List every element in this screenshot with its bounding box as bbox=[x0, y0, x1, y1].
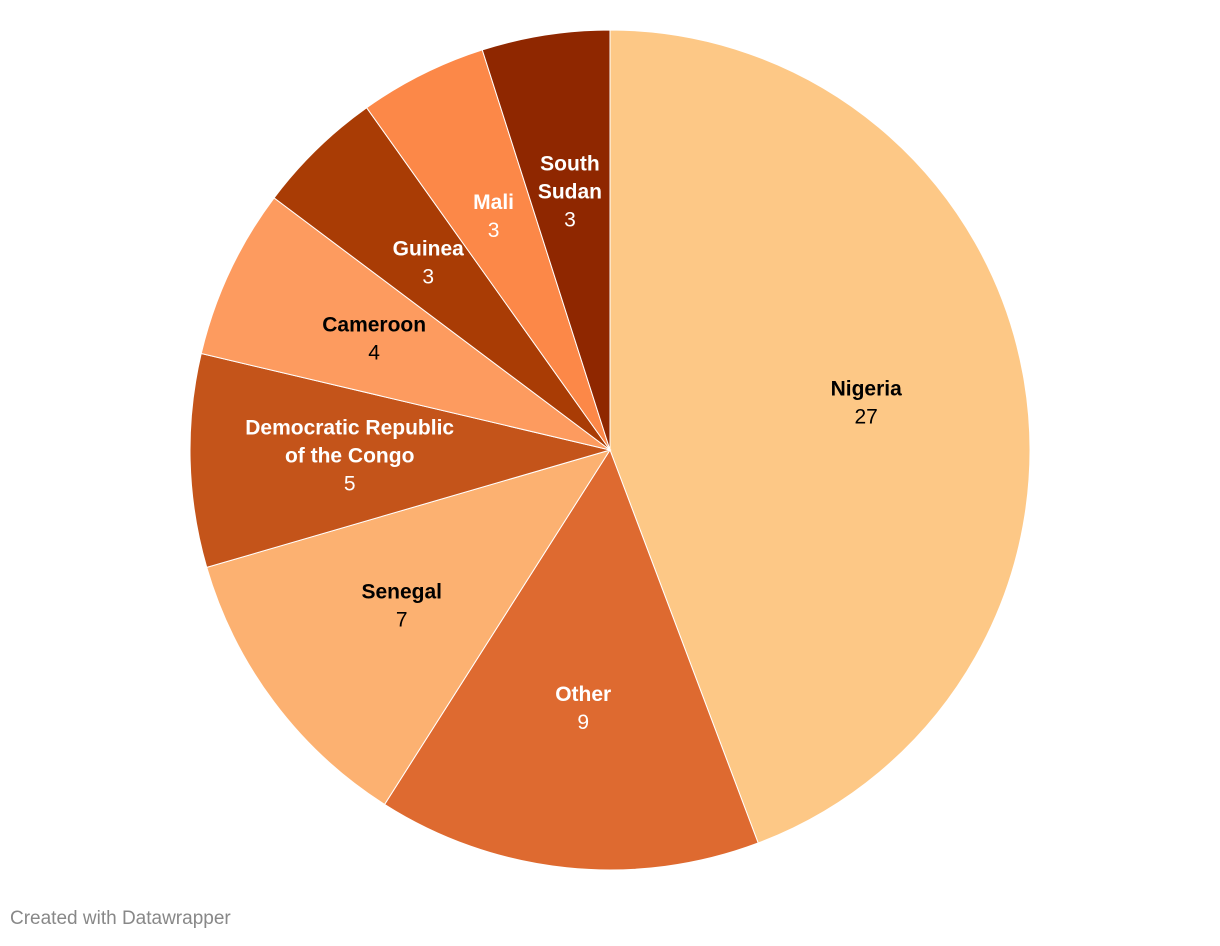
slice-value: 5 bbox=[344, 472, 356, 495]
slice-label-democratic-republic-of-the-congo: Democratic Republic of the Congo 5 bbox=[245, 416, 454, 495]
slice-nigeria bbox=[609, 29, 1031, 844]
slice-cameroon bbox=[200, 197, 611, 451]
slice-value: 3 bbox=[422, 265, 434, 288]
slice-label-guinea: Guinea 3 bbox=[393, 237, 465, 288]
slice-name: Democratic Republic bbox=[245, 416, 454, 439]
slice-label-senegal: Senegal 7 bbox=[361, 580, 442, 631]
slice-name: Guinea bbox=[393, 237, 465, 260]
pie-labels: Nigeria 27 Other 9 Senegal 7 Democratic Republ… bbox=[245, 152, 902, 733]
slice-name: Mali bbox=[473, 191, 514, 214]
datawrapper-credit[interactable]: Created with Datawrapper bbox=[10, 908, 231, 929]
slice-value: 3 bbox=[488, 219, 500, 242]
slice-value: 7 bbox=[396, 608, 408, 631]
slice-label-cameroon: Cameroon 4 bbox=[322, 313, 426, 364]
slice-label-mali: Mali 3 bbox=[473, 191, 514, 242]
slice-name: Sudan bbox=[538, 180, 602, 203]
pie-slices bbox=[189, 29, 1031, 871]
slice-name: Cameroon bbox=[322, 313, 426, 336]
slice-other bbox=[383, 448, 759, 871]
slice-name: of the Congo bbox=[285, 444, 414, 467]
slice-value: 4 bbox=[368, 341, 380, 364]
slice-senegal bbox=[206, 449, 612, 806]
slice-name: Nigeria bbox=[831, 377, 903, 400]
slice-name: South bbox=[540, 152, 599, 175]
slice-democratic-republic-of-the-congo bbox=[189, 352, 612, 569]
slice-value: 9 bbox=[577, 711, 589, 734]
slice-value: 3 bbox=[564, 208, 576, 231]
slice-name: Other bbox=[555, 683, 611, 706]
slice-south-sudan bbox=[481, 29, 611, 451]
slice-label-south-sudan: South Sudan 3 bbox=[538, 152, 602, 231]
pie-chart: Nigeria 27 Other 9 Senegal 7 Democratic Republ… bbox=[189, 29, 1031, 871]
slice-label-other: Other 9 bbox=[555, 683, 611, 734]
slice-label-nigeria: Nigeria 27 bbox=[831, 377, 903, 428]
slice-name: Senegal bbox=[361, 580, 442, 603]
slice-value: 27 bbox=[855, 405, 878, 428]
